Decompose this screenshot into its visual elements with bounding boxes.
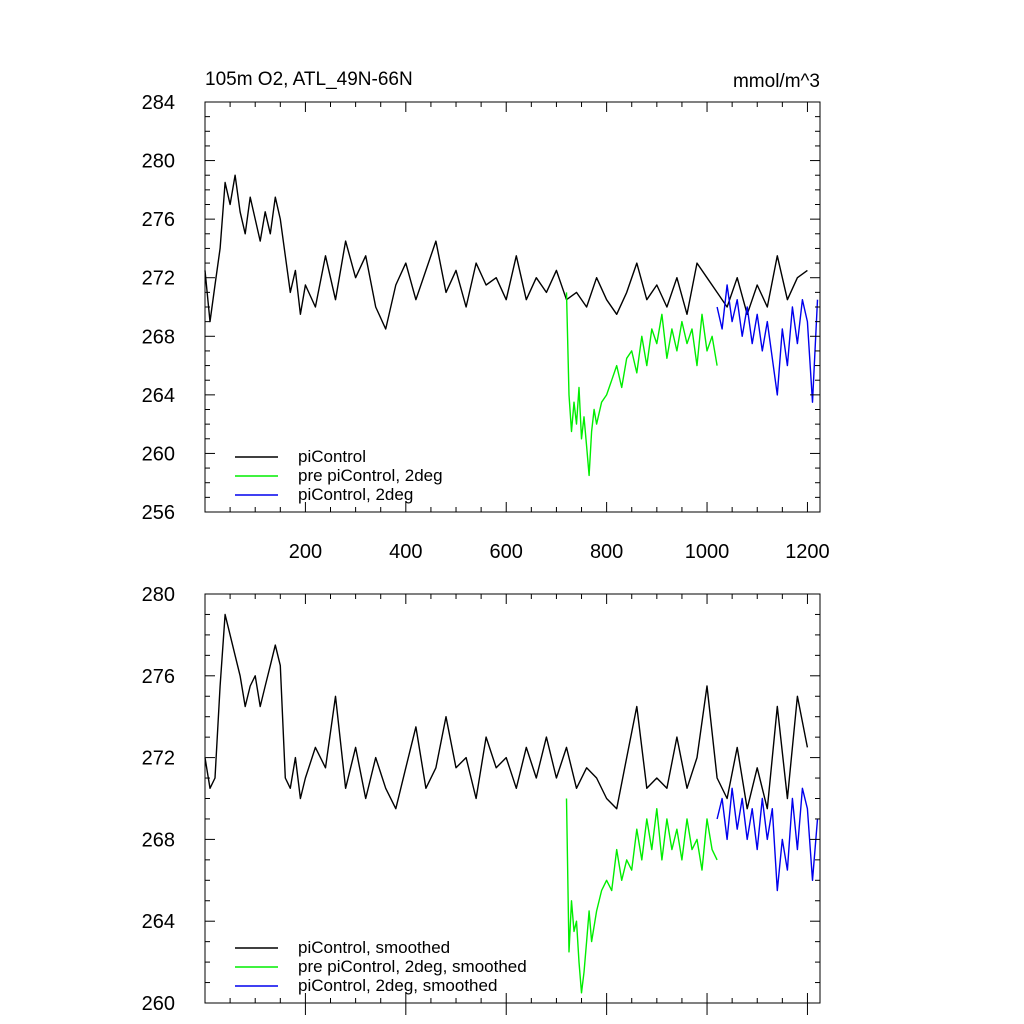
top-legend-label-0: piControl (298, 447, 366, 466)
bottom-ytick-label: 260 (142, 993, 175, 1015)
top-xtick-label: 400 (389, 541, 422, 563)
top-series-line-0 (204, 174, 808, 330)
bottom-series-line-1 (565, 798, 718, 994)
top-ytick-label: 256 (142, 502, 175, 524)
top-legend-label-2: piControl, 2deg (298, 485, 413, 504)
top-ytick-label: 268 (142, 326, 175, 348)
bottom-legend-label-2: piControl, 2deg, smoothed (298, 976, 497, 995)
bottom-legend-label-1: pre piControl, 2deg, smoothed (298, 957, 527, 976)
top-series-line-2 (716, 284, 819, 403)
bottom-series-line-0 (204, 613, 809, 810)
bottom-ytick-label: 272 (142, 748, 175, 770)
top-ytick-label: 284 (142, 92, 175, 114)
top-xtick-label: 1000 (685, 541, 730, 563)
top-xtick-label: 600 (490, 541, 523, 563)
bottom-ytick-label: 268 (142, 829, 175, 851)
top-xtick-label: 1200 (785, 541, 830, 563)
top-series-line-1 (565, 292, 718, 477)
chart-title: 105m O2, ATL_49N-66N (205, 69, 413, 90)
top-ytick-label: 280 (142, 151, 175, 173)
bottom-series-line-2 (716, 787, 819, 892)
bottom-ytick-label: 276 (142, 666, 175, 688)
top-ytick-label: 264 (142, 385, 175, 407)
top-panel: 105m O2, ATL_49N-66N mmol/m^3 256 260 264 2… (142, 69, 830, 563)
top-xtick-label: 800 (590, 541, 623, 563)
top-ytick-label: 260 (142, 443, 175, 465)
bottom-ytick-label: 264 (142, 911, 175, 933)
units-label: mmol/m^3 (733, 71, 820, 92)
top-ytick-label: 272 (142, 268, 175, 290)
bottom-legend-label-0: piControl, smoothed (298, 938, 450, 957)
top-legend-label-1: pre piControl, 2deg (298, 466, 443, 485)
top-xtick-label: 200 (289, 541, 322, 563)
top-ytick-label: 276 (142, 209, 175, 231)
bottom-panel: 260 264 268 272 276 280 piControl, smoothedpre… (142, 584, 821, 1015)
bottom-ytick-label: 280 (142, 584, 175, 606)
